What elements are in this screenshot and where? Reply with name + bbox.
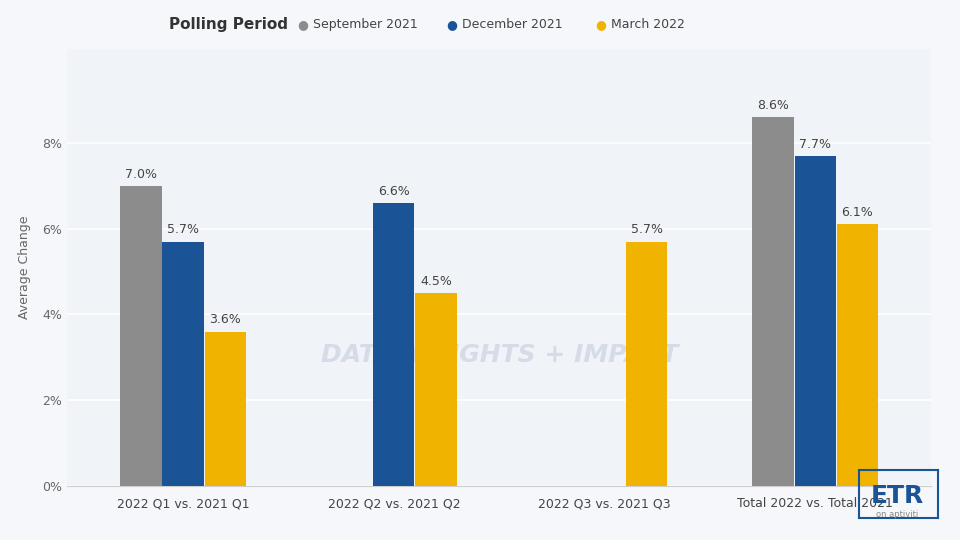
- Bar: [373, 203, 415, 486]
- Bar: [795, 156, 836, 486]
- Text: 4.5%: 4.5%: [420, 275, 452, 288]
- Text: December 2021: December 2021: [462, 18, 563, 31]
- Text: ●: ●: [298, 18, 308, 31]
- Text: September 2021: September 2021: [313, 18, 418, 31]
- Text: 8.6%: 8.6%: [757, 99, 789, 112]
- Text: DATA INSIGHTS + IMPACT: DATA INSIGHTS + IMPACT: [321, 343, 678, 367]
- Bar: [837, 225, 878, 486]
- Bar: [626, 241, 667, 486]
- Text: 3.6%: 3.6%: [209, 314, 241, 327]
- Text: 7.0%: 7.0%: [125, 168, 156, 181]
- Text: 5.7%: 5.7%: [167, 224, 199, 237]
- Text: 6.6%: 6.6%: [378, 185, 410, 198]
- Bar: [204, 332, 246, 486]
- Text: ●: ●: [446, 18, 457, 31]
- Bar: [416, 293, 457, 486]
- Bar: [753, 117, 794, 486]
- Text: 5.7%: 5.7%: [631, 224, 662, 237]
- Text: ●: ●: [595, 18, 606, 31]
- Text: Polling Period: Polling Period: [169, 17, 288, 32]
- Text: on aptiviti: on aptiviti: [876, 510, 919, 519]
- Bar: [162, 241, 204, 486]
- Text: March 2022: March 2022: [611, 18, 684, 31]
- Bar: [120, 186, 161, 486]
- Text: ETR: ETR: [871, 484, 924, 508]
- Y-axis label: Average Change: Average Change: [18, 215, 32, 319]
- Text: 6.1%: 6.1%: [842, 206, 874, 219]
- Text: 7.7%: 7.7%: [800, 138, 831, 151]
